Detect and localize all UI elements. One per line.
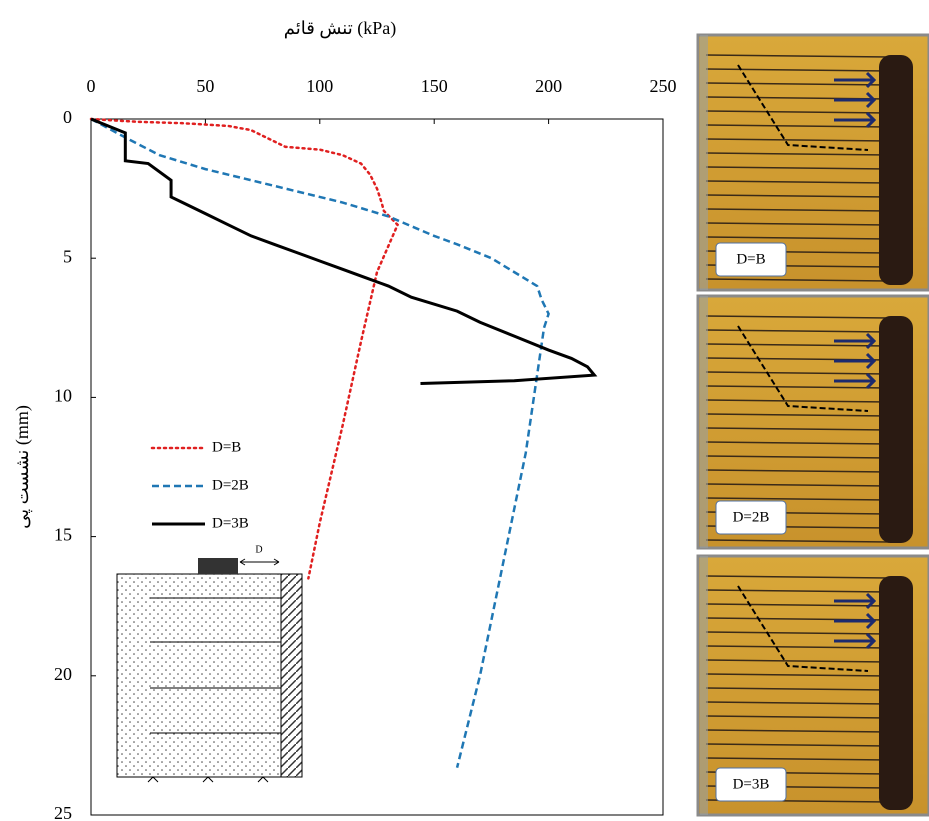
photo-arrow <box>834 91 877 109</box>
legend-label: D=2B <box>212 477 249 493</box>
photo-layer <box>705 278 890 282</box>
photo-label: D=3B <box>733 776 770 792</box>
photo-arrow <box>834 632 877 650</box>
photo-layer <box>705 455 890 459</box>
photo-layer <box>705 329 890 333</box>
photo-layer <box>705 315 890 319</box>
photo-arrow <box>834 372 877 390</box>
x-axis-title: تنش قائم (kPa) <box>284 18 396 39</box>
photo-layer <box>705 631 890 635</box>
photo-layer <box>705 138 890 142</box>
series-line <box>90 117 550 768</box>
x-tick-label: 100 <box>306 76 333 96</box>
photo-layer <box>705 194 890 198</box>
soil-box <box>116 573 282 778</box>
wall <box>280 573 303 778</box>
photo-layer <box>705 687 890 691</box>
legend-label: D=3B <box>212 515 249 531</box>
x-tick-label: 200 <box>535 76 562 96</box>
x-tick-label: 250 <box>650 76 677 96</box>
photo-layer <box>705 743 890 747</box>
photo-layer <box>705 575 890 579</box>
slip-line <box>737 585 869 672</box>
photo-layer <box>705 399 890 403</box>
photo-layer <box>705 427 890 431</box>
photo-frame-post <box>700 296 708 548</box>
photo-arrow <box>834 352 877 370</box>
photo-layer <box>705 371 890 375</box>
photo-arrow <box>834 71 877 89</box>
photo-label: D=B <box>736 251 765 267</box>
footing <box>198 558 238 574</box>
photo-layer <box>705 603 890 607</box>
photo-arrow <box>834 592 877 610</box>
legend-label: D=B <box>212 439 241 455</box>
photo-layer <box>705 729 890 733</box>
photo-layer <box>705 757 890 761</box>
distance-arrow <box>239 558 280 566</box>
photo-layer <box>705 110 890 114</box>
photo-layer <box>705 82 890 86</box>
photo-layer <box>705 539 890 543</box>
photo-wall <box>879 316 913 543</box>
plot-frame <box>90 118 664 816</box>
photo-layer <box>705 483 890 487</box>
photo-label-box <box>715 500 787 535</box>
plot: 0 50 100 150 200 250 0 5 10 15 20 25 D=B D=2B D=3B <box>54 76 677 821</box>
y-tick-label: 25 <box>54 803 72 821</box>
y-tick-label: 5 <box>63 246 72 266</box>
photo-label-box <box>715 242 787 277</box>
photo-layer <box>705 385 890 389</box>
photo-layer <box>705 645 890 649</box>
photo-layer <box>705 589 890 593</box>
photo-layer <box>705 166 890 170</box>
photo-layer <box>705 68 890 72</box>
photo-label: D=2B <box>733 509 770 525</box>
y-axis-title: نشست پی (mm) <box>12 405 33 529</box>
x-tick-label: 150 <box>421 76 448 96</box>
photo-wall <box>879 576 913 810</box>
inset-label: D <box>255 544 262 555</box>
photo-layer <box>705 152 890 156</box>
photo-layer <box>705 469 890 473</box>
photo-layer <box>705 715 890 719</box>
y-tick-label: 20 <box>54 664 72 684</box>
photo-layer <box>705 343 890 347</box>
x-tick-label: 0 <box>87 76 96 96</box>
photo-layer <box>705 54 890 58</box>
series-line <box>90 117 598 385</box>
photo-label-box <box>715 767 787 802</box>
slip-line <box>737 325 869 412</box>
photo-wall <box>879 55 913 285</box>
photo-layer <box>705 497 890 501</box>
x-tick-label: 50 <box>196 76 214 96</box>
photo-frame-post <box>700 35 708 290</box>
y-tick-label: 10 <box>54 386 72 406</box>
photo-layer <box>705 413 890 417</box>
y-tick-label: 0 <box>63 107 72 127</box>
photos: D=B D=2B D=3B <box>696 33 929 817</box>
supports <box>147 776 269 783</box>
photo-layer <box>705 222 890 226</box>
photo-layer <box>705 441 890 445</box>
photo-layer <box>705 236 890 240</box>
photo-layer <box>705 673 890 677</box>
photo-arrow <box>834 612 877 630</box>
photo-arrow <box>834 111 877 129</box>
photo-frame-post <box>700 556 708 815</box>
photo-layer <box>705 208 890 212</box>
y-tick-label: 15 <box>54 525 72 545</box>
photo-layer <box>705 180 890 184</box>
series-line <box>89 117 400 580</box>
photo-layer <box>705 701 890 705</box>
photo-arrow <box>834 332 877 350</box>
photo-layer <box>705 659 890 663</box>
slip-line <box>737 64 869 151</box>
inset-diagram: D <box>116 544 303 783</box>
photo-layer <box>705 124 890 128</box>
